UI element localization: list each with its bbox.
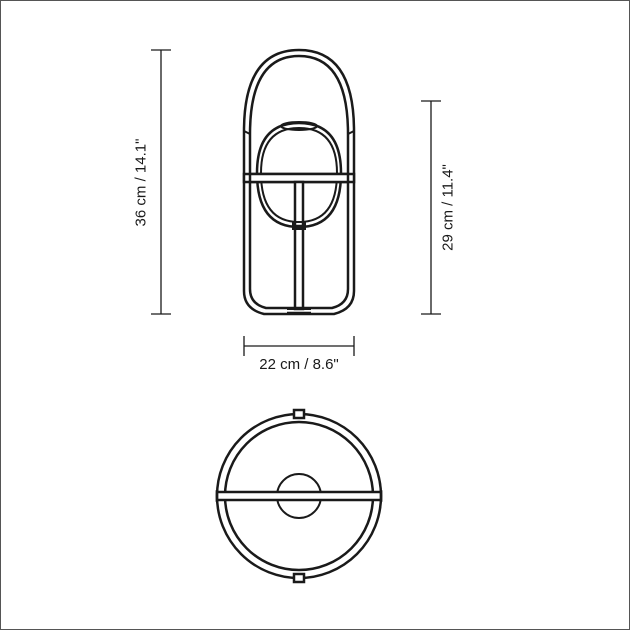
top-view [217, 410, 381, 582]
dim-height-inner-label: 29 cm / 11.4" [440, 128, 457, 288]
dim-height-full-label: 36 cm / 14.1" [133, 103, 150, 263]
diagram-canvas: 36 cm / 14.1" 29 cm / 11.4" 22 cm / 8.6" [0, 0, 630, 630]
drawing-svg [1, 1, 630, 631]
front-elevation [244, 50, 354, 314]
dim-width-label: 22 cm / 8.6" [244, 356, 354, 373]
